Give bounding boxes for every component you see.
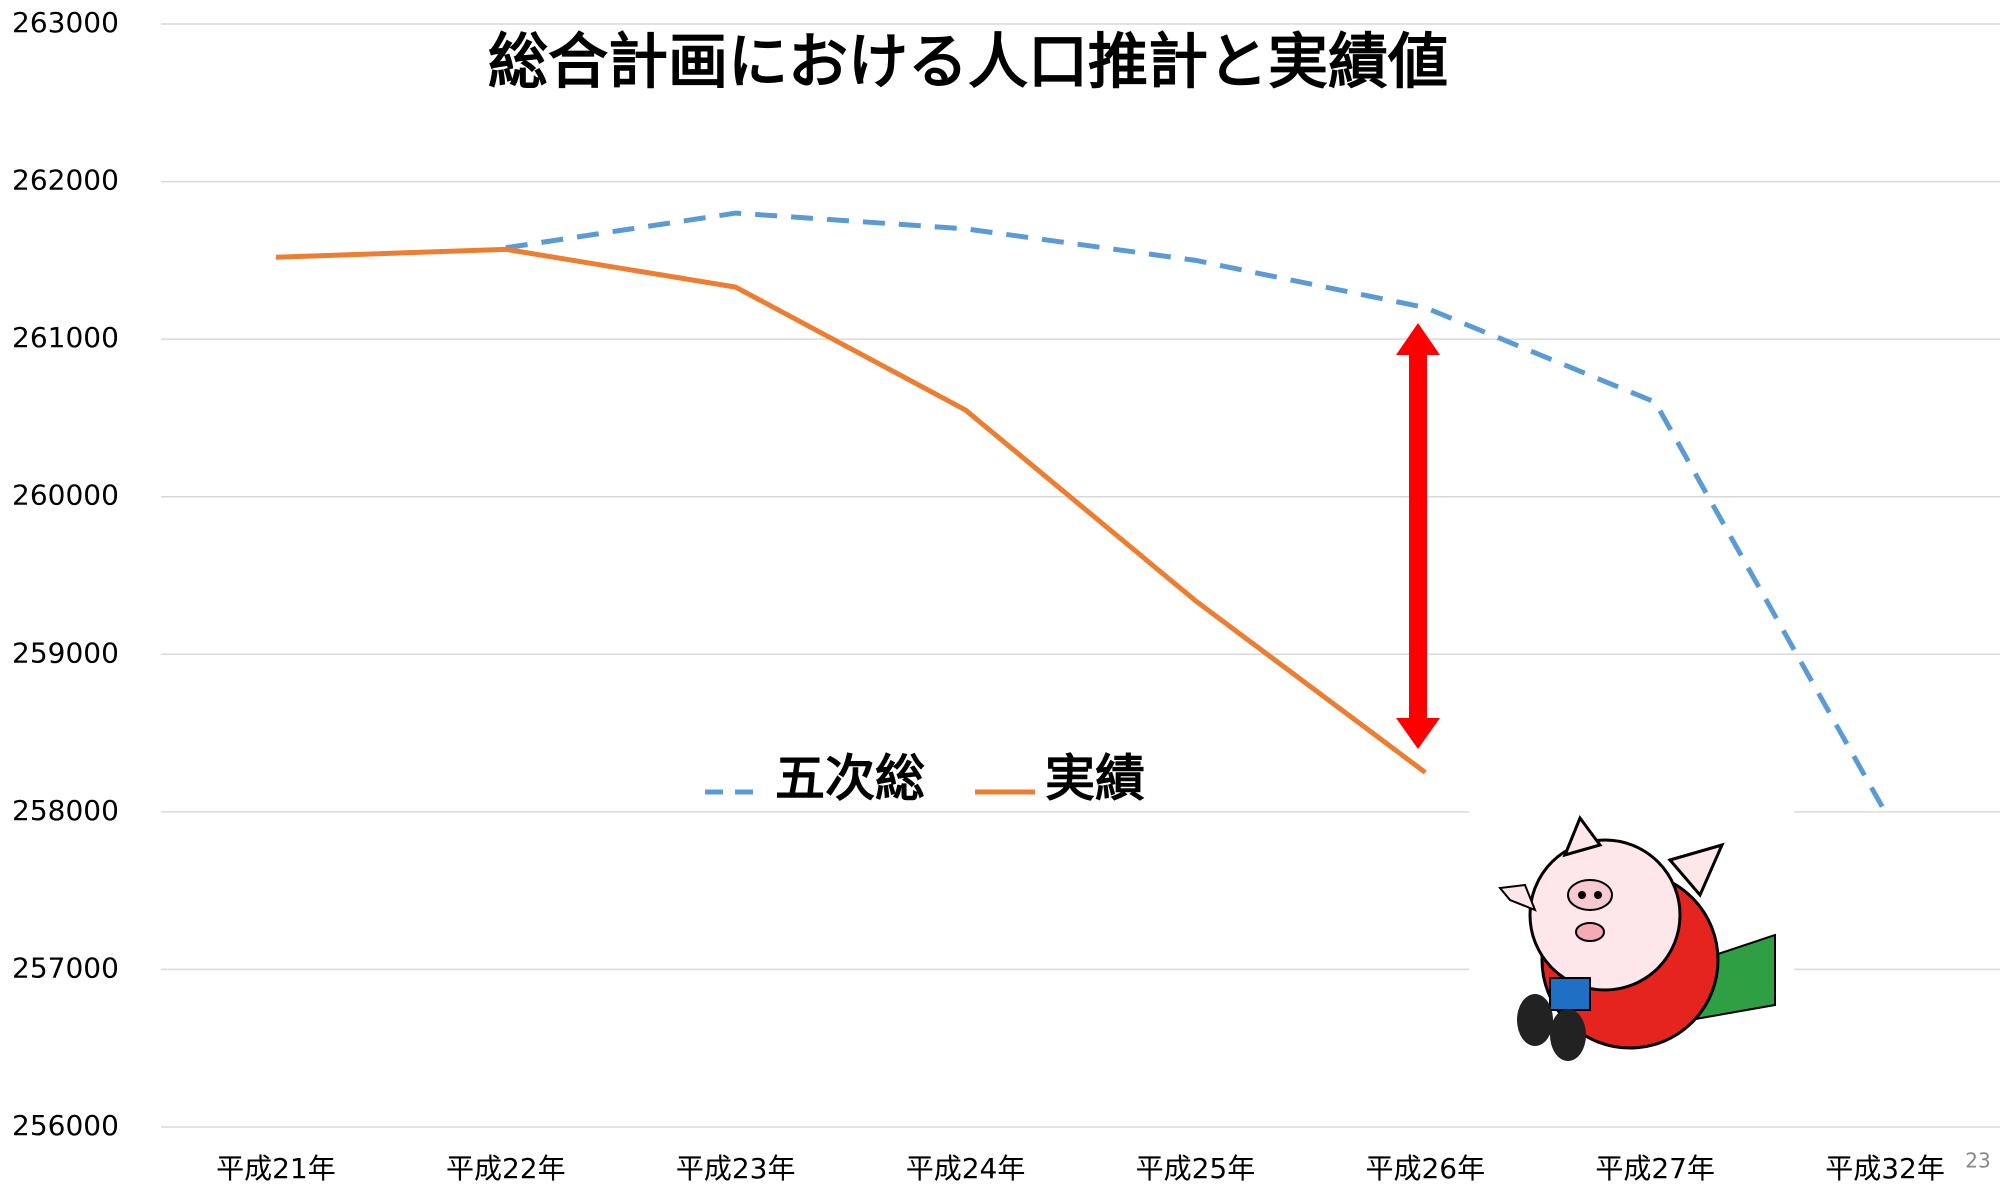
x-tick-label: 平成25年 <box>1136 1152 1256 1185</box>
x-tick-label: 平成23年 <box>676 1152 796 1185</box>
y-tick-label: 260000 <box>12 479 119 512</box>
x-tick-label: 平成22年 <box>446 1152 566 1185</box>
mascot <box>1469 808 1794 1126</box>
x-tick-label: 平成24年 <box>906 1152 1026 1185</box>
y-tick-label: 258000 <box>12 794 119 827</box>
x-tick-label: 平成32年 <box>1825 1152 1945 1185</box>
y-tick-label: 263000 <box>12 6 119 39</box>
x-tick-label: 平成27年 <box>1595 1152 1715 1185</box>
legend-label: 五次総 <box>775 750 925 808</box>
y-tick-label: 256000 <box>12 1109 119 1142</box>
series-line <box>506 213 1885 812</box>
legend: 五次総 実績 <box>705 750 1145 808</box>
legend-label: 実績 <box>1045 750 1145 808</box>
series-line <box>276 249 1425 772</box>
x-tick-label: 平成21年 <box>216 1152 336 1185</box>
difference-arrow <box>1396 323 1440 749</box>
chart: 256000 257000 258000 259000 260000 261000 2620… <box>0 0 2007 1191</box>
plot <box>276 213 1885 812</box>
y-tick-label: 259000 <box>12 636 119 669</box>
y-tick-label: 261000 <box>12 321 119 354</box>
y-tick-label: 262000 <box>12 164 119 197</box>
page-number: 23 <box>1965 1149 1990 1173</box>
y-tick-label: 257000 <box>12 951 119 984</box>
x-tick-label: 平成26年 <box>1365 1152 1485 1185</box>
chart-title: 総合計画における人口推計と実績値 <box>488 28 1448 98</box>
